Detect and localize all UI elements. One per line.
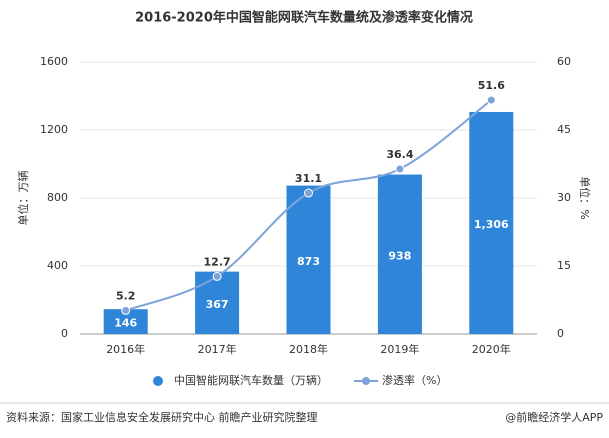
legend-swatch [362,377,370,385]
bar-value-label: 938 [388,249,411,262]
line-value-label: 36.4 [386,148,413,161]
y2-tick-label: 0 [557,327,564,340]
line-value-label: 5.2 [116,289,136,302]
line-value-label: 51.6 [478,79,505,92]
legend-label: 中国智能网联汽车数量（万辆） [174,373,328,387]
y-tick-label: 800 [47,191,68,204]
line-point [121,305,131,315]
y2-tick-label: 15 [557,259,571,272]
chart-title: 2016-2020年中国智能网联汽车数量统及渗透率变化情况 [135,10,473,26]
bar [195,271,240,334]
y2-tick-label: 60 [557,55,571,68]
bar [469,111,514,334]
y-tick-label: 1600 [40,55,68,68]
legend-label: 渗透率（%） [382,373,447,387]
bar-value-label: 367 [206,298,229,311]
bar [286,185,331,334]
bar [377,174,422,334]
line-point [486,95,496,105]
bar-value-label: 1,306 [474,218,509,231]
line-value-label: 12.7 [204,255,231,268]
y2-tick-label: 45 [557,123,571,136]
x-tick-label: 2018年 [289,342,328,356]
y-axis-label: 单位：万辆 [16,171,30,226]
x-tick-label: 2016年 [106,342,145,356]
legend-swatch [153,376,163,386]
y-tick-label: 400 [47,259,68,272]
y-tick-label: 0 [61,327,68,340]
x-tick-label: 2020年 [472,342,511,356]
y-tick-label: 1200 [40,123,68,136]
y2-axis-label: 单位：% [578,176,592,219]
bar-value-label: 873 [297,255,320,268]
line-point [304,188,313,198]
x-tick-label: 2019年 [380,342,419,356]
line-point [212,271,222,281]
source: 资料来源：国家工业信息安全发展研究中心 前瞻产业研究院整理 [6,410,318,424]
y2-tick-label: 30 [557,191,571,204]
x-tick-label: 2017年 [198,342,237,356]
bar-value-label: 146 [114,317,137,330]
credit: @前瞻经济学人APP [505,410,603,424]
line-point [395,164,405,174]
line-value-label: 31.1 [295,172,322,185]
